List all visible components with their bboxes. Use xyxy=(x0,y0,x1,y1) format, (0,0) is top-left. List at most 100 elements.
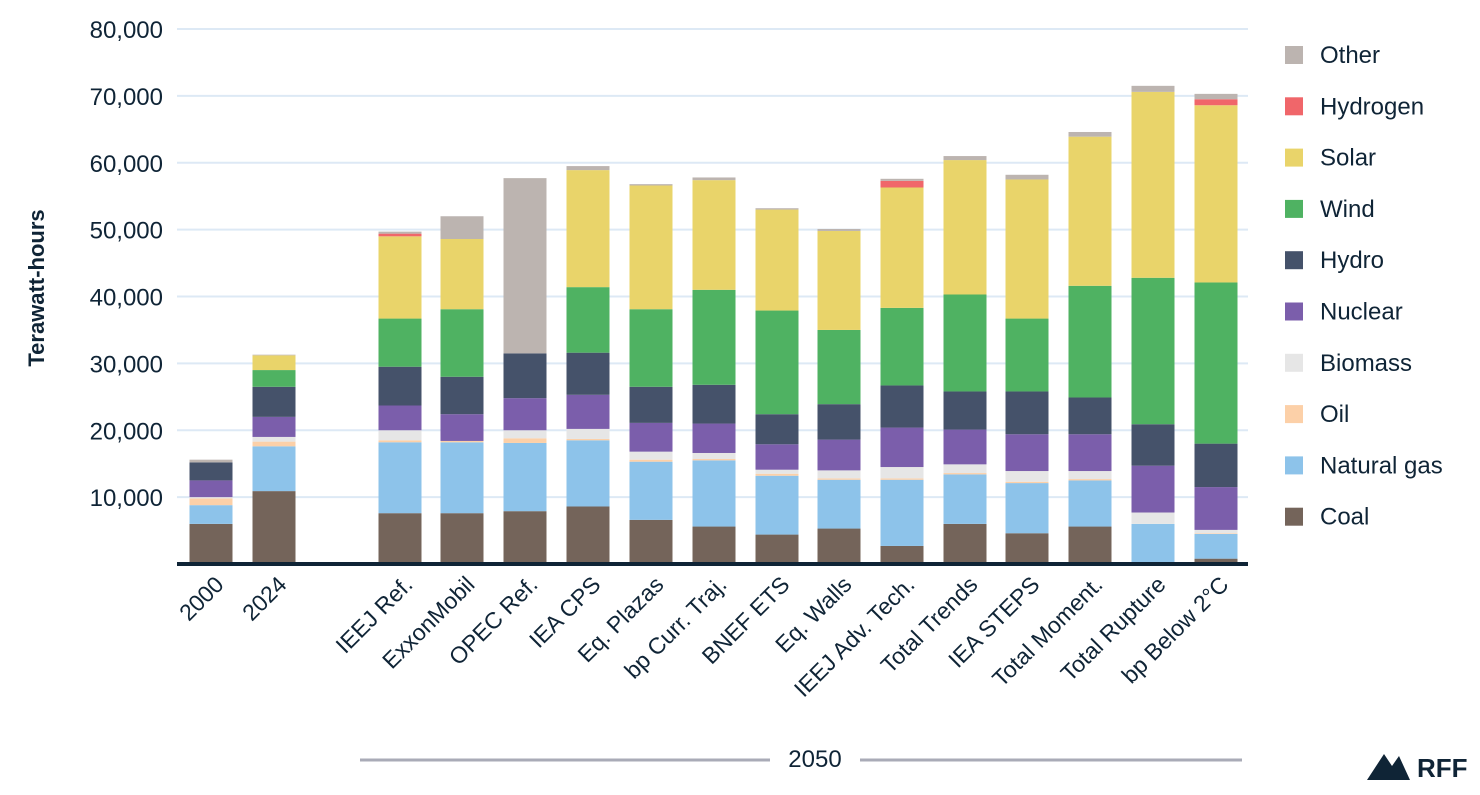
bar-segment-oil-total-moment xyxy=(1068,479,1112,481)
bar-segment-biomass-eq-walls xyxy=(817,470,861,479)
bar-stack-total-moment xyxy=(1068,131,1112,564)
bar-segment-coal-ieej-adv-tech xyxy=(880,545,924,564)
brand-mountain-icon xyxy=(1367,754,1410,780)
bar-segment-hydro-exxonmobil xyxy=(440,376,484,415)
bar-segment-natural-gas-iea-cps xyxy=(566,440,610,507)
legend-label-hydro: Hydro xyxy=(1320,247,1384,274)
bar-segment-oil-bp-curr-traj xyxy=(692,459,736,461)
bar-segment-hydro-total-moment xyxy=(1068,397,1112,435)
bar-segment-wind-eq-plazas xyxy=(629,309,673,387)
bar-segment-other-iea-cps xyxy=(566,166,610,171)
bar-segment-nuclear-total-rupture xyxy=(1131,465,1175,513)
bar-segment-solar-bnef-ets xyxy=(755,209,799,311)
brand-name: RFF xyxy=(1417,753,1468,783)
legend: Other Hydrogen Solar Wind Hydro Nuclear Biomas… xyxy=(1285,42,1443,531)
bar-stack-2000 xyxy=(189,459,233,564)
bar-segment-oil-iea-steps xyxy=(1005,481,1049,484)
bar-segment-other-bnef-ets xyxy=(755,208,799,210)
bar-segment-other-bp-curr-traj xyxy=(692,177,736,181)
bar-segment-nuclear-ieej-adv-tech xyxy=(880,427,924,468)
bar-segment-other-2024 xyxy=(252,354,296,356)
legend-item-nuclear: Nuclear xyxy=(1285,299,1403,326)
legend-label-solar: Solar xyxy=(1320,145,1376,172)
bar-segment-wind-bp-below-2c xyxy=(1194,282,1238,444)
bar-stack-bp-below-2c xyxy=(1194,93,1238,564)
bar-segment-natural-gas-eq-plazas xyxy=(629,461,673,520)
bar-segment-natural-gas-2000 xyxy=(189,505,233,524)
bar-segment-natural-gas-opec-ref xyxy=(503,442,547,512)
legend-swatch-other xyxy=(1285,46,1303,64)
bar-segment-biomass-iea-steps xyxy=(1005,471,1049,482)
bar-segment-oil-eq-walls xyxy=(817,478,861,480)
bar-segment-oil-exxonmobil xyxy=(440,440,484,443)
bar-segment-biomass-2024 xyxy=(252,436,296,442)
bar-segment-nuclear-2024 xyxy=(252,416,296,437)
bar-segment-solar-eq-walls xyxy=(817,230,861,330)
bar-segment-solar-iea-steps xyxy=(1005,179,1049,319)
legend-swatch-nuclear xyxy=(1285,302,1303,321)
bar-segment-wind-exxonmobil xyxy=(440,309,484,377)
y-tick-label: 10,000 xyxy=(90,485,163,512)
legend-swatch-natural-gas xyxy=(1285,456,1303,475)
bar-segment-wind-bp-curr-traj xyxy=(692,289,736,385)
bar-segment-hydro-iea-steps xyxy=(1005,391,1049,435)
legend-label-natural-gas: Natural gas xyxy=(1320,452,1443,479)
bar-segment-oil-ieej-ref xyxy=(378,440,422,443)
bar-segment-other-opec-ref xyxy=(503,178,547,354)
x-tick-label-total-moment: Total Moment. xyxy=(987,571,1108,692)
bar-segment-oil-bp-below-2c xyxy=(1194,533,1238,534)
y-tick-label: 30,000 xyxy=(90,351,163,378)
bar-segment-oil-bnef-ets xyxy=(755,473,799,476)
bar-stack-total-rupture xyxy=(1131,85,1175,564)
bar-segment-nuclear-exxonmobil xyxy=(440,414,484,441)
bar-segment-solar-bp-below-2c xyxy=(1194,105,1238,283)
bar-segment-solar-2024 xyxy=(252,355,296,371)
bar-segment-nuclear-iea-steps xyxy=(1005,434,1049,472)
bar-segment-hydro-total-trends xyxy=(943,391,987,430)
legend-label-wind: Wind xyxy=(1320,196,1375,223)
bar-segment-hydro-bp-curr-traj xyxy=(692,384,736,424)
group-label: 2050 xyxy=(788,746,841,773)
bar-segment-nuclear-bp-curr-traj xyxy=(692,423,736,453)
legend-item-oil: Oil xyxy=(1285,401,1349,428)
x-tick-label-2000: 2000 xyxy=(174,571,229,626)
bar-segment-natural-gas-exxonmobil xyxy=(440,442,484,514)
bar-segment-oil-total-trends xyxy=(943,473,987,475)
legend-item-biomass: Biomass xyxy=(1285,350,1412,377)
legend-item-hydro: Hydro xyxy=(1285,247,1384,274)
legend-label-oil: Oil xyxy=(1320,401,1349,428)
bar-segment-coal-iea-cps xyxy=(566,506,610,564)
bar-segment-natural-gas-total-rupture xyxy=(1131,523,1175,564)
bar-segment-biomass-total-rupture xyxy=(1131,512,1175,524)
bar-segment-hydro-opec-ref xyxy=(503,353,547,399)
bar-stack-opec-ref xyxy=(503,178,547,564)
bar-segment-natural-gas-iea-steps xyxy=(1005,483,1049,534)
bar-segment-coal-eq-walls xyxy=(817,528,861,564)
bar-segment-other-exxonmobil xyxy=(440,216,484,239)
bar-segment-biomass-ieej-adv-tech xyxy=(880,467,924,479)
bar-segment-natural-gas-total-trends xyxy=(943,474,987,524)
bar-segment-wind-iea-steps xyxy=(1005,318,1049,392)
bar-stack-eq-walls xyxy=(817,228,861,564)
bar-segment-nuclear-bp-below-2c xyxy=(1194,487,1238,530)
bar-segment-natural-gas-ieej-ref xyxy=(378,442,422,514)
bar-stack-bp-curr-traj xyxy=(692,177,736,564)
brand-logo: RFF xyxy=(1367,753,1468,783)
bar-segment-hydro-2024 xyxy=(252,386,296,417)
bar-segment-nuclear-iea-cps xyxy=(566,394,610,429)
bar-segment-hydro-bnef-ets xyxy=(755,414,799,445)
legend-label-nuclear: Nuclear xyxy=(1320,299,1403,326)
bar-segment-other-ieej-ref xyxy=(378,231,422,234)
legend-item-other: Other xyxy=(1285,42,1380,69)
y-tick-label: 20,000 xyxy=(90,418,163,445)
bar-segment-coal-2024 xyxy=(252,491,296,564)
y-tick-label: 40,000 xyxy=(90,285,163,312)
bar-segment-biomass-iea-cps xyxy=(566,428,610,439)
bar-segment-coal-bp-below-2c xyxy=(1194,558,1238,564)
bar-segment-hydro-2000 xyxy=(189,462,233,481)
y-tick-label: 70,000 xyxy=(90,84,163,111)
bar-segment-natural-gas-eq-walls xyxy=(817,479,861,529)
bar-segment-wind-iea-cps xyxy=(566,287,610,353)
bar-segment-coal-exxonmobil xyxy=(440,513,484,564)
